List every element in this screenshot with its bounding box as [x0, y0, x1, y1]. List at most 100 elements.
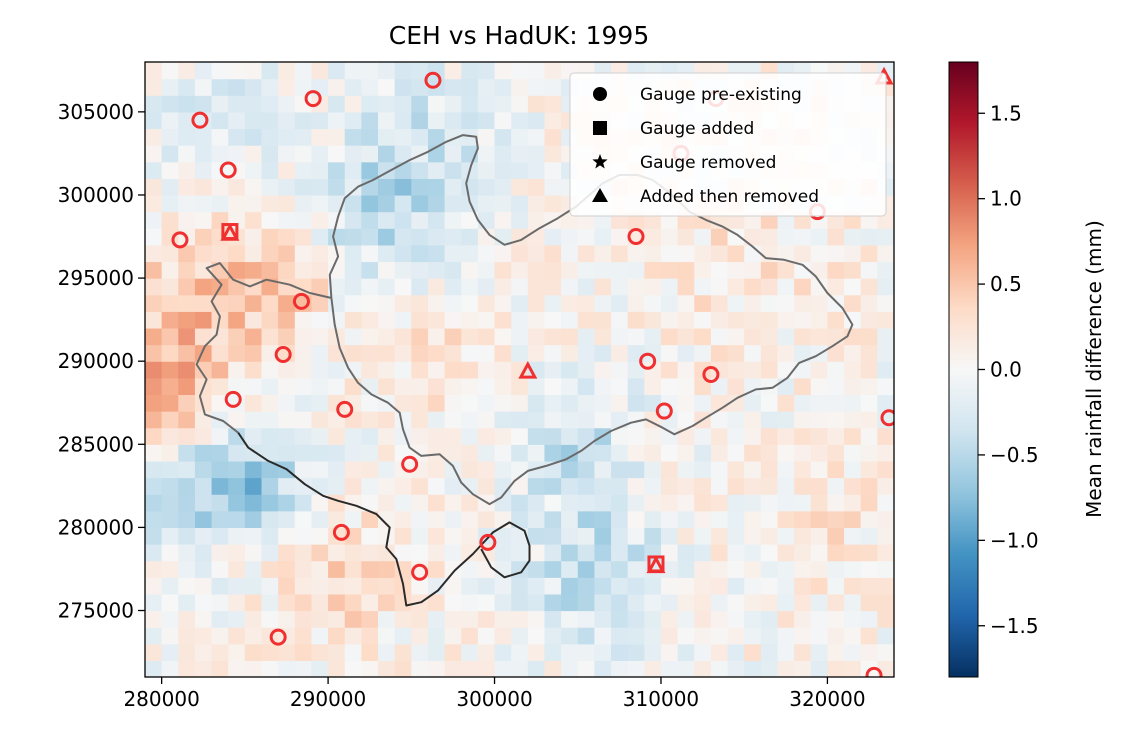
heatmap-cell	[194, 194, 213, 213]
heatmap-cell	[378, 544, 396, 562]
heatmap-cell	[444, 544, 462, 562]
heatmap-cell	[244, 244, 263, 263]
heatmap-cell	[145, 294, 163, 312]
heatmap-cell	[244, 194, 263, 213]
heatmap-cell	[261, 111, 279, 130]
heatmap-cell	[860, 444, 878, 462]
heatmap-cell	[461, 610, 479, 628]
heatmap-cell	[777, 411, 795, 429]
heatmap-cell	[561, 477, 579, 495]
heatmap-cell	[760, 261, 779, 279]
heatmap-cell	[311, 544, 329, 562]
heatmap-cell	[427, 62, 446, 80]
heatmap-cell	[311, 161, 329, 179]
heatmap-cell	[211, 145, 229, 163]
heatmap-cell	[344, 294, 362, 312]
heatmap-cell	[744, 660, 762, 677]
heatmap-cell	[261, 228, 279, 246]
heatmap-cell	[511, 394, 529, 412]
heatmap-cell	[427, 161, 446, 179]
heatmap-cell	[561, 527, 579, 545]
heatmap-cell	[261, 261, 279, 279]
heatmap-cell	[511, 211, 529, 229]
heatmap-cell	[344, 610, 362, 628]
heatmap-cell	[145, 145, 163, 163]
heatmap-cell	[594, 560, 612, 578]
heatmap-cell	[860, 261, 878, 279]
heatmap-cell	[777, 427, 795, 445]
heatmap-cell	[660, 610, 679, 628]
heatmap-cell	[860, 460, 878, 479]
heatmap-cell	[228, 394, 246, 412]
heatmap-cell	[411, 527, 429, 545]
heatmap-cell	[627, 477, 645, 495]
heatmap-cell	[877, 527, 894, 545]
heatmap-cell	[378, 145, 396, 163]
heatmap-cell	[427, 577, 446, 595]
heatmap-cell	[511, 643, 529, 661]
heatmap-cell	[228, 527, 246, 545]
heatmap-cell	[810, 477, 829, 495]
heatmap-cell	[378, 178, 396, 196]
heatmap-cell	[461, 577, 479, 595]
heatmap-cell	[361, 427, 379, 445]
heatmap-cell	[511, 178, 529, 196]
heatmap-cell	[794, 344, 812, 362]
heatmap-cell	[394, 128, 412, 146]
heatmap-cell	[444, 627, 462, 645]
heatmap-cell	[810, 261, 829, 279]
heatmap-cell	[677, 494, 695, 512]
heatmap-cell	[294, 228, 313, 246]
heatmap-cell	[594, 593, 612, 612]
heatmap-cell	[427, 361, 446, 379]
heatmap-cell	[544, 244, 562, 263]
heatmap-cell	[361, 477, 379, 495]
heatmap-cell	[161, 377, 179, 396]
heatmap-cell	[211, 327, 229, 346]
legend-triangle-icon	[592, 188, 608, 202]
heatmap-cell	[427, 394, 446, 412]
heatmap-cell	[328, 660, 346, 677]
heatmap-cell	[561, 377, 579, 396]
heatmap-cell	[777, 527, 795, 545]
heatmap-cell	[561, 261, 579, 279]
heatmap-cell	[278, 427, 296, 445]
heatmap-cell	[844, 361, 862, 379]
heatmap-cell	[211, 95, 229, 113]
y-tick-label: 295000	[58, 266, 134, 290]
heatmap-cell	[278, 95, 296, 113]
heatmap-cell	[477, 228, 496, 246]
heatmap-cell	[511, 510, 529, 528]
heatmap-cell	[527, 62, 546, 80]
heatmap-cell	[777, 560, 795, 578]
heatmap-cell	[827, 311, 845, 329]
heatmap-cell	[311, 244, 329, 263]
heatmap-cell	[627, 560, 645, 578]
heatmap-cell	[161, 261, 179, 279]
heatmap-cell	[394, 544, 412, 562]
heatmap-cell	[278, 411, 296, 429]
heatmap-cell	[244, 660, 263, 677]
heatmap-cell	[211, 494, 229, 512]
heatmap-cell	[810, 577, 829, 595]
heatmap-cell	[561, 344, 579, 362]
heatmap-cell	[727, 294, 745, 312]
heatmap-cell	[727, 427, 745, 445]
heatmap-cell	[611, 527, 629, 545]
heatmap-cell	[161, 427, 179, 445]
heatmap-cell	[161, 361, 179, 379]
heatmap-cell	[228, 544, 246, 562]
heatmap-cell	[394, 643, 412, 661]
heatmap-cell	[577, 627, 595, 645]
heatmap-cell	[228, 427, 246, 445]
heatmap-cell	[211, 460, 229, 479]
heatmap-cell	[777, 278, 795, 296]
heatmap-cell	[760, 311, 779, 329]
x-tick-label: 280000	[123, 687, 199, 711]
heatmap-cell	[644, 327, 662, 346]
heatmap-cell	[627, 593, 645, 612]
heatmap-cell	[261, 460, 279, 479]
heatmap-cell	[228, 510, 246, 528]
heatmap-cell	[194, 593, 213, 612]
